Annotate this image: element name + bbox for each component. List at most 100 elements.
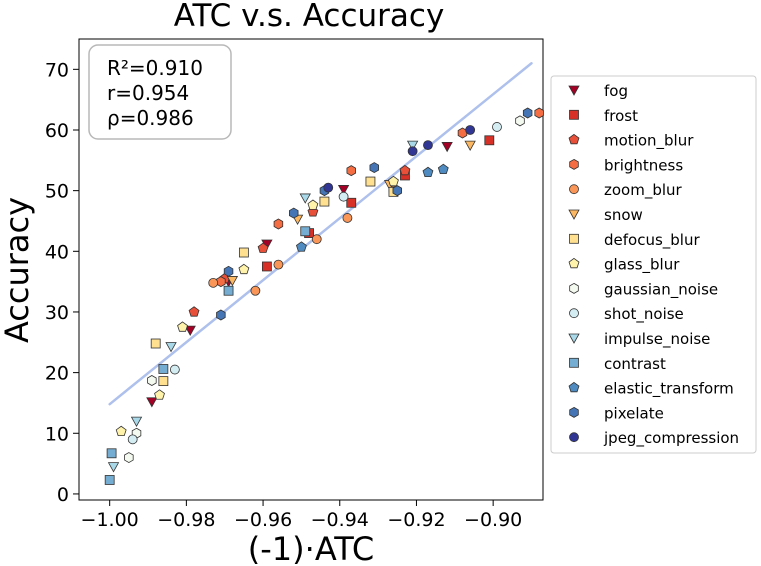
x-axis: −1.00 −0.98 −0.96 −0.94 −0.92 −0.90 xyxy=(81,500,522,531)
legend-label: motion_blur xyxy=(604,132,694,151)
data-point xyxy=(422,166,434,178)
x-tick-label: −0.98 xyxy=(157,509,215,531)
data-point xyxy=(369,162,380,174)
data-point xyxy=(127,434,138,445)
legend-entry: elastic_transform xyxy=(568,380,734,399)
legend-marker xyxy=(568,333,580,344)
legend-label: jpeg_compression xyxy=(603,429,739,448)
x-tick-label: −0.92 xyxy=(387,509,445,531)
data-point xyxy=(273,218,284,230)
data-point xyxy=(423,140,433,151)
stats-annotation-frame xyxy=(88,44,232,140)
legend-entry: glass_blur xyxy=(568,256,680,275)
legend-label: impulse_noise xyxy=(604,330,710,349)
data-point xyxy=(150,338,161,349)
y-tick-label: 50 xyxy=(45,181,69,203)
x-tick-label: −0.96 xyxy=(234,509,292,531)
data-point xyxy=(464,140,476,151)
legend-frame xyxy=(550,75,757,454)
data-point xyxy=(257,242,269,253)
data-point xyxy=(299,193,311,204)
data-point xyxy=(262,261,272,272)
data-point xyxy=(216,276,226,288)
series-glass-blur xyxy=(115,175,399,437)
legend-marker xyxy=(568,209,580,220)
legend-marker xyxy=(569,406,579,418)
legend-label: snow xyxy=(604,206,643,224)
legend-entry: pixelate xyxy=(569,404,664,422)
legend-entry: zoom_blur xyxy=(569,181,683,200)
data-point xyxy=(289,207,299,219)
data-point xyxy=(337,185,350,196)
legend-entry: shot_noise xyxy=(569,305,684,324)
y-axis-label: Accuracy xyxy=(0,197,36,343)
data-point xyxy=(250,285,261,296)
data-point xyxy=(188,306,200,317)
data-point xyxy=(407,146,418,157)
data-point xyxy=(534,107,544,119)
series-impulse-noise xyxy=(107,140,419,473)
legend-entry: snow xyxy=(568,206,643,224)
series-brightness xyxy=(216,107,544,288)
legend-marker xyxy=(569,432,579,443)
legend-marker xyxy=(569,158,579,170)
stats-spearman-rho: ρ=0.986 xyxy=(107,106,194,130)
data-point xyxy=(392,185,403,197)
data-point xyxy=(399,164,411,176)
data-point xyxy=(346,197,357,208)
regression-fit-line xyxy=(108,62,533,406)
legend-label: fog xyxy=(604,82,628,100)
legend-marker xyxy=(569,233,579,244)
y-tick-label: 70 xyxy=(45,59,69,81)
data-point xyxy=(295,241,307,252)
data-point xyxy=(216,309,226,321)
legend-entry: gaussian_noise xyxy=(569,280,718,299)
legend-label: contrast xyxy=(604,355,666,373)
data-point xyxy=(106,448,117,459)
data-point xyxy=(300,226,311,237)
legend-marker xyxy=(568,257,580,269)
stats-annotation-box: R²=0.910 r=0.954 ρ=0.986 xyxy=(88,44,232,140)
x-tick-label: −1.00 xyxy=(81,509,139,531)
data-point xyxy=(223,265,234,277)
data-point xyxy=(484,135,495,146)
legend-entry: brightness xyxy=(569,156,683,174)
series-contrast xyxy=(104,226,311,485)
data-point xyxy=(226,276,239,287)
data-point xyxy=(223,285,234,296)
y-tick-label: 30 xyxy=(45,302,69,324)
legend-marker xyxy=(569,308,579,319)
data-point xyxy=(437,163,449,175)
data-point xyxy=(346,165,356,177)
data-point xyxy=(124,452,134,464)
legend-label: brightness xyxy=(604,156,683,174)
legend-marker xyxy=(569,109,579,120)
y-tick-label: 10 xyxy=(45,423,69,445)
chart-title: ATC v.s. Accuracy xyxy=(174,0,445,34)
series-jpeg-compression xyxy=(323,125,476,193)
data-point xyxy=(319,196,330,207)
data-point xyxy=(323,182,334,193)
data-point xyxy=(130,416,143,427)
legend-label: glass_blur xyxy=(604,256,680,275)
legend-label: frost xyxy=(604,107,638,125)
data-point xyxy=(146,397,158,408)
stats-r-squared: R²=0.910 xyxy=(107,56,203,80)
legend-marker xyxy=(568,133,580,145)
series-shot-noise xyxy=(127,122,502,445)
data-point xyxy=(154,389,165,400)
legend-label: elastic_transform xyxy=(604,380,734,399)
data-point xyxy=(441,141,453,153)
data-point xyxy=(492,122,502,132)
data-point xyxy=(238,263,250,275)
legend-entry: impulse_noise xyxy=(568,330,710,349)
data-point xyxy=(238,247,249,258)
data-point xyxy=(465,125,476,135)
data-point xyxy=(169,364,180,375)
data-point xyxy=(311,234,322,245)
data-point xyxy=(307,199,319,210)
legend-marker xyxy=(568,85,580,96)
legend-entry: defocus_blur xyxy=(569,231,700,250)
data-point xyxy=(184,325,196,336)
